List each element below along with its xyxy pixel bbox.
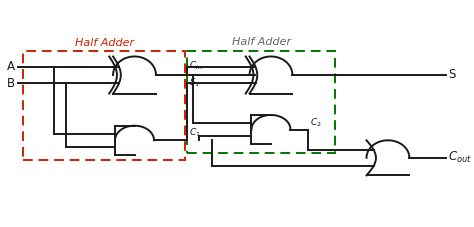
Bar — [187, 51, 335, 153]
Text: Half Adder: Half Adder — [232, 37, 291, 47]
Text: $S_1$: $S_1$ — [189, 77, 201, 89]
Text: $C_1$: $C_1$ — [189, 127, 201, 139]
Text: $C_{out}$: $C_{out}$ — [448, 150, 472, 165]
Text: $C_{in}$: $C_{in}$ — [189, 59, 203, 72]
Text: S: S — [448, 69, 456, 81]
Text: B: B — [7, 77, 15, 90]
Text: $C_2$: $C_2$ — [310, 116, 322, 129]
Text: Half Adder: Half Adder — [75, 38, 134, 48]
Bar — [23, 51, 185, 160]
Text: A: A — [7, 60, 15, 73]
